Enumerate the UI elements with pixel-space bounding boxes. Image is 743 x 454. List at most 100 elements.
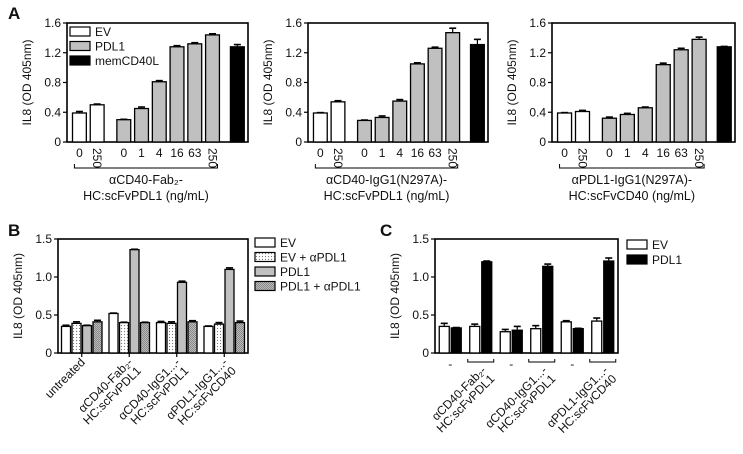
x-tick-label: -	[509, 357, 513, 371]
legend-label: EV	[95, 25, 111, 39]
bar	[116, 119, 132, 143]
bar	[572, 328, 584, 354]
y-axis-label: IL8 (OD 405nm)	[388, 253, 402, 339]
bar	[499, 331, 511, 354]
bar	[169, 46, 185, 143]
bar	[187, 321, 198, 354]
bar	[691, 38, 707, 143]
y-tick-label: 1.0	[412, 270, 429, 284]
x-tick-label: 4	[156, 146, 163, 160]
x-tick-label: 0	[561, 146, 568, 160]
bar	[450, 327, 462, 354]
y-tick-label: 1.6	[285, 16, 302, 30]
bar	[356, 119, 373, 143]
y-tick-label: 1.5	[412, 232, 429, 246]
bar	[374, 116, 390, 143]
legend-swatch	[254, 251, 276, 263]
x-axis-label: αCD40-IgG1(N297A)-	[326, 173, 447, 187]
y-tick-label: 1.2	[529, 46, 546, 60]
legend-label: EV	[280, 236, 296, 250]
x-tick-label: 0	[317, 146, 324, 160]
bar	[673, 49, 689, 143]
bar	[129, 248, 140, 354]
x-tick-label: 4	[396, 146, 403, 160]
x-tick-label: 16	[411, 146, 425, 160]
bar	[469, 43, 485, 143]
x-group-bracket	[73, 164, 219, 169]
x-group-bracket	[528, 359, 556, 363]
y-tick-label: 0	[539, 135, 546, 149]
x-tick-label: 16	[657, 146, 671, 160]
y-tick-label: 0.8	[44, 76, 61, 90]
plot-frame	[57, 238, 249, 354]
y-tick-label: 0.8	[285, 76, 302, 90]
bar	[166, 322, 177, 354]
x-axis-label: HC:scFvCD40 (ng/mL)	[569, 189, 695, 203]
x-tick-label: 250	[206, 148, 220, 168]
plot-frame	[434, 238, 619, 354]
bar	[81, 324, 93, 354]
bar	[591, 320, 603, 354]
bar	[330, 101, 346, 143]
x-tick-label: 1	[624, 146, 631, 160]
y-tick-label: 0.5	[35, 308, 52, 322]
bar	[89, 104, 105, 143]
bar	[481, 261, 493, 354]
x-tick-label: 0	[361, 146, 368, 160]
bar	[619, 113, 636, 143]
y-tick-label: 0.8	[529, 76, 546, 90]
bar	[637, 107, 653, 143]
legend-label: memCD40L	[95, 54, 159, 68]
x-tick-label: 0	[76, 146, 83, 160]
bar	[445, 32, 461, 143]
y-tick-label: 0	[45, 346, 52, 360]
x-tick-label: 250	[576, 148, 590, 168]
bar	[213, 323, 225, 354]
bar	[234, 321, 246, 354]
bar	[409, 63, 425, 143]
x-group-bracket	[467, 359, 495, 363]
x-tick-label: 1	[138, 146, 145, 160]
x-axis-label: HC:scFvPDL1 (ng/mL)	[324, 189, 450, 203]
x-tick-label: 1	[379, 146, 386, 160]
bar	[560, 321, 572, 354]
x-group-bracket	[559, 164, 705, 169]
legend-label: PDL1	[95, 40, 125, 54]
bar	[542, 265, 554, 354]
legend-swatch	[254, 237, 276, 248]
x-tick-label: 63	[188, 146, 202, 160]
x-tick-label: untreated	[42, 355, 88, 401]
y-tick-label: 1.0	[35, 270, 52, 284]
legend-label: PDL1	[280, 265, 310, 279]
panel-letter: C	[380, 221, 392, 240]
bar	[187, 43, 203, 143]
legend-label: EV + αPDL1	[280, 251, 347, 265]
x-tick-label: 4	[642, 146, 649, 160]
bar	[603, 260, 615, 354]
bar	[601, 117, 618, 143]
y-tick-label: 0.4	[529, 105, 546, 119]
y-tick-label: 1.2	[44, 46, 61, 60]
legend-swatch	[254, 280, 276, 292]
y-tick-label: 0.4	[44, 105, 61, 119]
bar	[224, 268, 235, 354]
x-tick-label: -	[570, 357, 574, 371]
y-axis-label: IL8 (OD 405nm)	[20, 39, 34, 125]
y-axis-label: IL8 (OD 405nm)	[261, 39, 275, 125]
bar	[438, 325, 450, 354]
x-tick-label: 0	[606, 146, 613, 160]
bar	[139, 321, 151, 354]
bar	[133, 107, 150, 143]
bar	[655, 64, 671, 143]
bar	[108, 312, 119, 354]
legend-label: PDL1	[652, 253, 682, 267]
bar	[60, 325, 72, 354]
bar	[511, 329, 523, 354]
bar	[556, 112, 573, 143]
bar	[574, 110, 591, 143]
x-tick-label: 63	[674, 146, 688, 160]
legend-label: PDL1 + αPDL1	[280, 280, 361, 294]
bar	[229, 46, 245, 143]
bar	[203, 325, 214, 354]
